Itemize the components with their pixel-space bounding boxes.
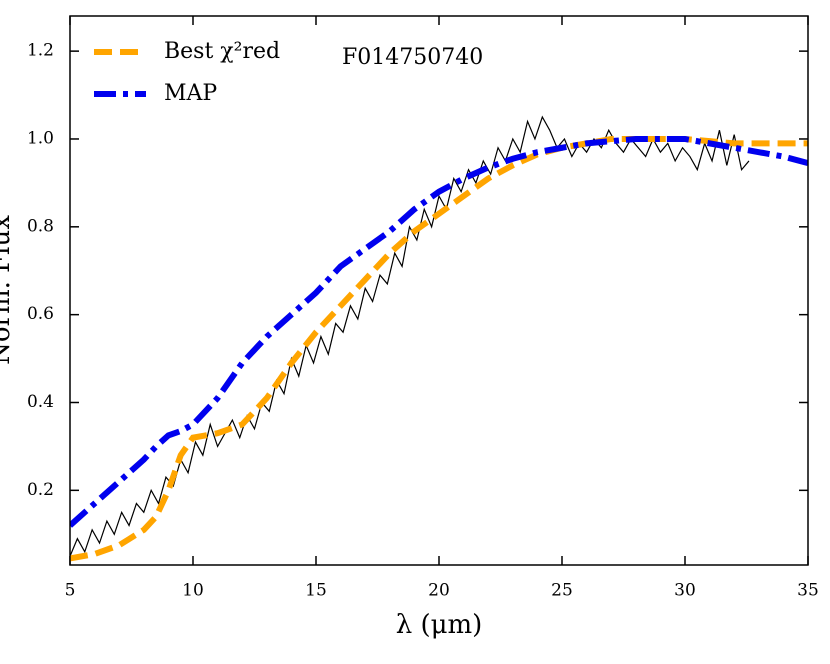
y-tick-label: 1.0: [27, 128, 54, 148]
x-tick-label: 5: [65, 581, 76, 601]
legend-label: MAP: [164, 81, 217, 106]
y-tick-label: 1.2: [27, 41, 54, 61]
y-axis-label: Norm. Flux: [0, 215, 16, 365]
x-tick-label: 10: [182, 581, 204, 601]
x-axis-label: λ (μm): [396, 610, 483, 640]
x-tick-label: 20: [428, 581, 450, 601]
annotation: F014750740: [342, 45, 483, 70]
x-tick-label: 25: [551, 581, 573, 601]
x-tick-label: 15: [305, 581, 327, 601]
axes-frame: [69, 15, 809, 566]
y-tick-label: 0.8: [27, 216, 54, 236]
x-tick-label: 30: [674, 581, 696, 601]
line: [70, 135, 808, 528]
y-tick-label: 0.4: [27, 392, 54, 412]
line: [70, 115, 750, 557]
y-tick-label: 0.6: [27, 304, 54, 324]
line: [70, 135, 808, 562]
legend-label: Best χ²red: [164, 39, 280, 64]
y-tick-label: 0.2: [27, 480, 54, 500]
x-tick-label: 35: [797, 581, 819, 601]
